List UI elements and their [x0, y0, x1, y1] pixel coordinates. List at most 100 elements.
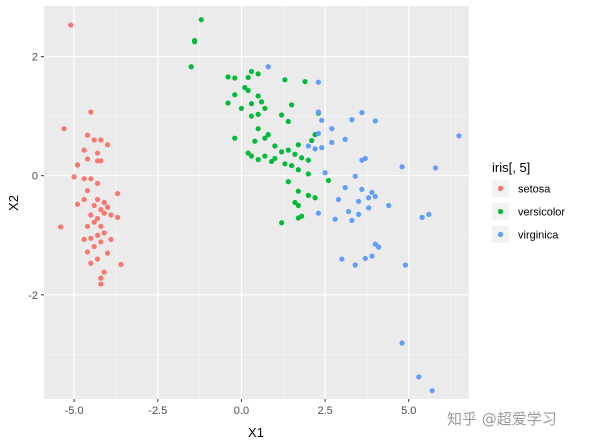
point-virginica [369, 253, 375, 259]
point-setosa [94, 256, 101, 262]
point-versicolor [305, 157, 311, 163]
y-tick-label: -2 [28, 290, 38, 302]
point-versicolor [325, 177, 332, 184]
point-setosa [58, 224, 64, 230]
point-versicolor [248, 153, 255, 159]
point-versicolor [309, 137, 315, 144]
point-versicolor [278, 220, 285, 226]
point-versicolor [305, 171, 311, 177]
point-versicolor [258, 99, 265, 105]
point-setosa [98, 137, 104, 143]
watermark: 知乎 @超爱学习 [447, 410, 557, 428]
point-versicolor [278, 112, 285, 118]
point-setosa [88, 235, 94, 241]
point-virginica [399, 340, 405, 346]
point-setosa [104, 142, 111, 148]
legend-key-virginica [497, 231, 504, 238]
point-virginica [265, 64, 271, 70]
point-setosa [84, 223, 91, 229]
x-tick-label: -2.5 [148, 405, 167, 417]
point-setosa [84, 187, 91, 194]
y-axis-title: X2 [6, 195, 21, 211]
point-versicolor [248, 68, 255, 75]
point-setosa [81, 176, 87, 182]
point-versicolor [262, 105, 268, 112]
point-versicolor [299, 155, 305, 161]
point-versicolor [255, 111, 261, 117]
point-virginica [352, 173, 358, 179]
point-setosa [88, 260, 94, 266]
point-virginica [432, 165, 439, 171]
point-versicolor [262, 135, 268, 141]
point-versicolor [295, 167, 301, 173]
point-virginica [416, 374, 422, 380]
point-virginica [322, 170, 328, 176]
point-setosa [118, 261, 124, 268]
point-versicolor [225, 100, 231, 106]
point-virginica [332, 216, 338, 222]
legend-label-setosa: setosa [518, 184, 551, 196]
point-virginica [372, 193, 378, 200]
point-setosa [115, 190, 121, 197]
point-versicolor [285, 147, 291, 153]
panel-background [44, 6, 469, 399]
point-versicolor [255, 126, 261, 132]
point-setosa [98, 275, 104, 281]
point-virginica [315, 109, 322, 115]
point-setosa [98, 239, 104, 245]
point-versicolor [289, 102, 295, 108]
point-versicolor [295, 215, 301, 221]
point-setosa [88, 109, 94, 115]
point-versicolor [292, 151, 298, 157]
point-setosa [91, 219, 97, 225]
point-setosa [81, 236, 87, 243]
point-versicolor [255, 93, 261, 99]
point-versicolor [265, 132, 271, 138]
point-setosa [94, 196, 101, 203]
point-virginica [362, 155, 368, 162]
point-virginica [419, 214, 425, 220]
point-virginica [376, 244, 382, 250]
point-setosa [61, 126, 67, 132]
point-virginica [305, 143, 311, 149]
point-versicolor [245, 74, 251, 81]
point-virginica [402, 262, 409, 268]
grid-minor [44, 6, 469, 399]
x-tick-label: 0.0 [234, 405, 249, 417]
data-points [58, 17, 462, 394]
point-setosa [98, 207, 104, 213]
point-versicolor [248, 113, 255, 119]
point-setosa [101, 210, 107, 216]
point-setosa [94, 232, 101, 238]
x-axis-title: X1 [248, 425, 264, 440]
point-setosa [91, 202, 97, 209]
point-virginica [315, 79, 322, 85]
point-virginica [359, 186, 365, 192]
point-setosa [81, 147, 87, 153]
grid-major [44, 6, 469, 399]
point-versicolor [245, 87, 251, 94]
point-versicolor [282, 77, 288, 83]
point-versicolor [295, 202, 301, 209]
point-versicolor [191, 37, 198, 44]
point-virginica [386, 202, 392, 209]
point-virginica [329, 126, 335, 132]
point-virginica [315, 210, 322, 216]
point-versicolor [232, 135, 238, 141]
point-versicolor [285, 118, 291, 125]
point-versicolor [188, 64, 194, 70]
point-virginica [342, 185, 348, 191]
point-setosa [108, 236, 114, 243]
legend-key-versicolor [497, 208, 504, 215]
point-setosa [94, 215, 101, 222]
point-versicolor [232, 92, 238, 98]
y-tick-label: 0 [32, 171, 38, 183]
point-virginica [372, 241, 378, 247]
point-versicolor [289, 162, 295, 169]
point-virginica [345, 208, 352, 215]
legend: iris[, 5] setosa versicolor virginica [492, 160, 565, 243]
point-versicolor [255, 157, 261, 163]
point-setosa [115, 214, 121, 220]
point-setosa [101, 199, 107, 206]
